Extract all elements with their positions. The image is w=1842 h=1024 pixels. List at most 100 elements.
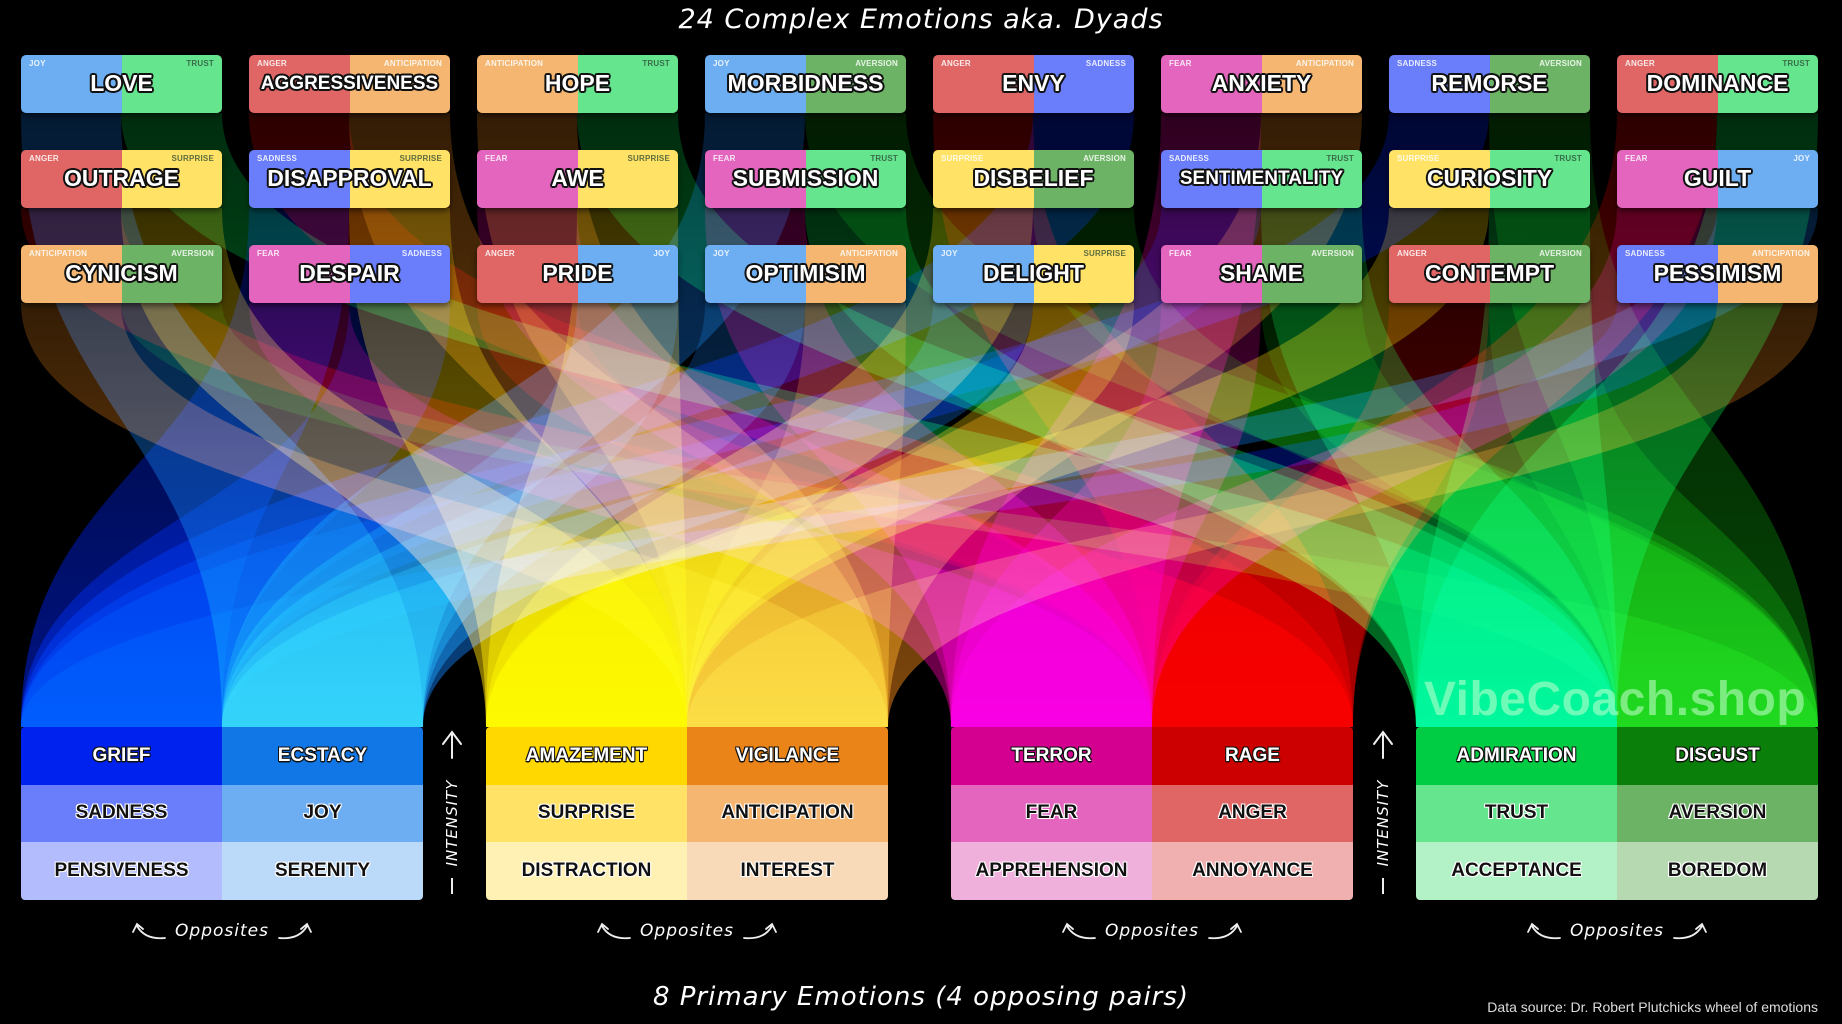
dyad-right-half — [577, 150, 678, 208]
dyad-right-half — [1033, 55, 1134, 113]
dyad-left-component: SADNESS — [1625, 249, 1666, 258]
dyad-card-anxiety: FEAR ANTICIPATION ANXIETY — [1161, 55, 1362, 113]
dyad-card-disbelief: SURPRISE AVERSION DISBELIEF — [933, 150, 1134, 208]
dyad-left-half — [21, 150, 122, 208]
dyad-left-component: SURPRISE — [1397, 154, 1440, 163]
dyad-right-component: SADNESS — [401, 249, 442, 258]
dyad-right-half — [1261, 150, 1362, 208]
opposites-label: Opposites — [486, 918, 888, 944]
dyad-card-optimisim: JOY ANTICIPATION OPTIMISIM — [705, 245, 906, 303]
dyad-left-half — [1161, 55, 1262, 113]
curved-arrow-left-icon — [1061, 922, 1096, 940]
emotion-cell-boredom: BOREDOM — [1617, 842, 1818, 900]
intensity-axis-left: INTENSITY — [432, 728, 472, 898]
emotion-cell-apprehension: APPREHENSION — [951, 842, 1152, 900]
intensity-arrow-icon — [1373, 730, 1393, 894]
dyad-left-half — [705, 150, 806, 208]
dyad-right-component: JOY — [653, 249, 670, 258]
dyad-name: CYNICISM — [65, 260, 178, 286]
dyad-left-half — [249, 55, 350, 113]
dyad-right-component: SURPRISE — [627, 154, 670, 163]
dyad-right-component: SURPRISE — [171, 154, 214, 163]
dyad-right-component: AVERSION — [1083, 154, 1126, 163]
intensity-label: INTENSITY — [443, 779, 461, 867]
dyad-right-half — [349, 150, 450, 208]
dyad-name: SUBMISSION — [732, 165, 879, 191]
dyad-name: DISBELIEF — [973, 165, 1094, 191]
dyad-card-contempt: ANGER AVERSION CONTEMPT — [1389, 245, 1590, 303]
dyad-name: GUILT — [1683, 165, 1752, 191]
dyad-left-component: SURPRISE — [941, 154, 984, 163]
primary-grid-trust-aversion: ADMIRATION DISGUST TRUST AVERSION ACCEPTANCE… — [1416, 727, 1818, 900]
dyad-name: PESSIMISM — [1653, 260, 1782, 286]
emotion-cell-surprise: SURPRISE — [486, 784, 687, 843]
dyad-right-component: ANTICIPATION — [1751, 249, 1810, 258]
dyad-left-half — [933, 150, 1034, 208]
dyad-left-component: ANGER — [29, 154, 59, 163]
dyad-right-half — [1489, 245, 1590, 303]
dyad-left-half — [477, 55, 578, 113]
curved-arrow-right-icon — [278, 922, 313, 940]
dyad-left-component: ANGER — [257, 59, 287, 68]
intensity-label: INTENSITY — [1374, 779, 1392, 867]
dyad-left-component: FEAR — [1169, 249, 1192, 258]
dyad-card-pessimism: SADNESS ANTICIPATION PESSIMISM — [1617, 245, 1818, 303]
dyad-card-sentimentality: SADNESS TRUST SENTIMENTALITY — [1161, 150, 1362, 208]
watermark: VibeCoach.shop — [1424, 673, 1807, 726]
dyad-name: DESPAIR — [299, 260, 400, 286]
data-source-note: Data source: Dr. Robert Plutchicks wheel… — [1487, 999, 1818, 1015]
dyad-left-component: ANTICIPATION — [485, 59, 544, 68]
dyad-right-half — [1261, 55, 1362, 113]
dyad-left-component: ANGER — [1625, 59, 1655, 68]
dyad-card-disapproval: SADNESS SURPRISE DISAPPROVAL — [249, 150, 450, 208]
intensity-axis-right: INTENSITY — [1363, 728, 1403, 898]
dyad-left-component: SADNESS — [1397, 59, 1438, 68]
emotion-cell-terror: TERROR — [951, 727, 1152, 785]
dyad-name: ANXIETY — [1211, 70, 1312, 96]
dyad-name: CONTEMPT — [1424, 260, 1555, 286]
dyad-card-pride: ANGER JOY PRIDE — [477, 245, 678, 303]
dyad-left-component: FEAR — [1625, 154, 1648, 163]
dyad-right-component: SADNESS — [1085, 59, 1126, 68]
dyad-left-half — [1389, 55, 1490, 113]
dyad-name: ENVY — [1002, 70, 1065, 96]
dyad-right-half — [121, 245, 222, 303]
dyad-right-half — [1489, 55, 1590, 113]
dyad-name: MORBIDNESS — [727, 70, 884, 96]
dyad-left-half — [1161, 150, 1262, 208]
dyad-right-component: AVERSION — [855, 59, 898, 68]
dyad-left-component: FEAR — [257, 249, 280, 258]
dyad-right-component: AVERSION — [171, 249, 214, 258]
dyad-right-half — [1033, 150, 1134, 208]
dyad-right-half — [1717, 55, 1818, 113]
dyad-left-half — [21, 55, 122, 113]
dyad-name: SHAME — [1219, 260, 1304, 286]
dyad-right-half — [1489, 150, 1590, 208]
diagram-title: 24 Complex Emotions aka. Dyads — [678, 4, 1164, 35]
emotion-cell-ecstacy: ECSTACY — [222, 727, 423, 785]
dyad-name: DISAPPROVAL — [267, 165, 432, 191]
emotion-cell-admiration: ADMIRATION — [1416, 727, 1617, 785]
dyad-right-half — [805, 55, 906, 113]
curved-arrow-left-icon — [596, 922, 631, 940]
dyad-name: OPTIMISIM — [745, 260, 866, 286]
dyad-left-half — [1617, 245, 1718, 303]
dyad-left-component: FEAR — [713, 154, 736, 163]
curved-arrow-right-icon — [743, 922, 778, 940]
dyad-right-component: SURPRISE — [399, 154, 442, 163]
dyad-left-half — [249, 245, 350, 303]
dyad-card-dominance: ANGER TRUST DOMINANCE — [1617, 55, 1818, 113]
dyad-left-half — [249, 150, 350, 208]
emotion-cell-vigilance: VIGILANCE — [687, 727, 888, 785]
dyad-right-half — [349, 245, 450, 303]
dyad-right-component: AVERSION — [1311, 249, 1354, 258]
dyad-right-component: TRUST — [186, 59, 214, 68]
dyad-right-half — [805, 245, 906, 303]
dyad-right-half — [1033, 245, 1134, 303]
opposites-label: Opposites — [951, 918, 1353, 944]
curved-arrow-right-icon — [1673, 922, 1708, 940]
dyad-right-half — [1717, 245, 1818, 303]
dyad-card-remorse: SADNESS AVERSION REMORSE — [1389, 55, 1590, 113]
dyad-card-love: JOY TRUST LOVE — [21, 55, 222, 113]
